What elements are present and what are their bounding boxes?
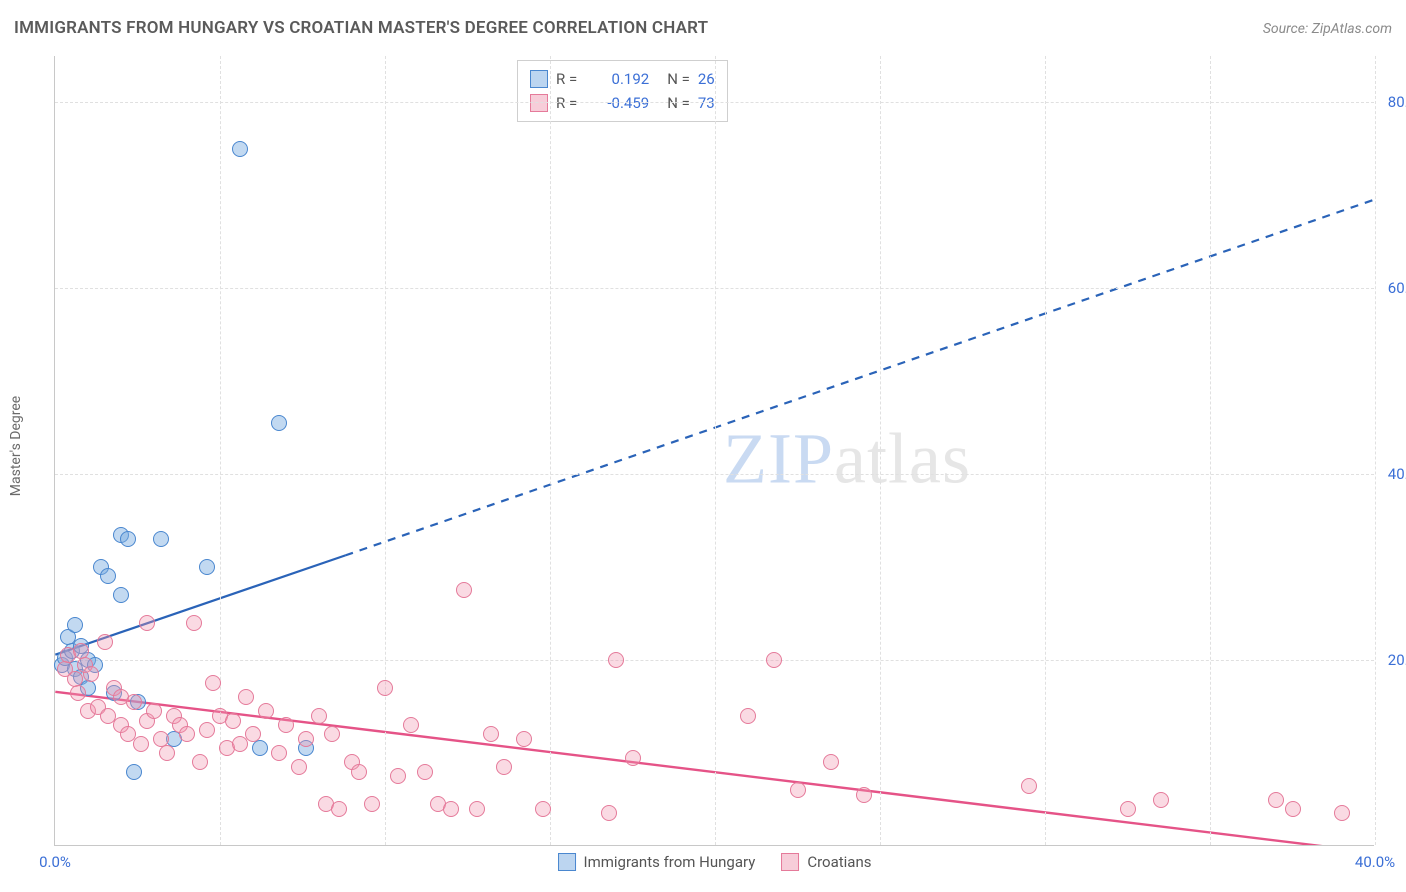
data-point xyxy=(271,415,287,431)
data-point xyxy=(601,805,617,821)
data-point xyxy=(1268,792,1284,808)
data-point xyxy=(469,801,485,817)
data-point xyxy=(238,689,254,705)
y-tick-label: 80.0% xyxy=(1378,93,1406,111)
legend-series-label: Immigrants from Hungary xyxy=(584,853,756,871)
data-point xyxy=(377,680,393,696)
data-point xyxy=(146,703,162,719)
data-point xyxy=(192,754,208,770)
x-tick-label: 0.0% xyxy=(39,853,71,871)
legend-series-item: Croatians xyxy=(781,853,871,871)
data-point xyxy=(625,750,641,766)
data-point xyxy=(271,745,287,761)
legend-series-item: Immigrants from Hungary xyxy=(558,853,756,871)
gridline-v xyxy=(1210,56,1211,845)
data-point xyxy=(252,740,268,756)
data-point xyxy=(159,745,175,761)
y-axis-label: Master's Degree xyxy=(8,396,24,496)
data-point xyxy=(225,713,241,729)
data-point xyxy=(740,708,756,724)
data-point xyxy=(1120,801,1136,817)
data-point xyxy=(516,731,532,747)
data-point xyxy=(205,675,221,691)
data-point xyxy=(298,731,314,747)
data-point xyxy=(483,726,499,742)
data-point xyxy=(443,801,459,817)
legend-stats: R =0.192N =26R =-0.459N =73 xyxy=(517,60,728,122)
gridline-v xyxy=(880,56,881,845)
watermark: ZIPatlas xyxy=(723,417,971,500)
gridline-v xyxy=(1375,56,1376,845)
legend-swatch xyxy=(530,70,548,88)
data-point xyxy=(126,764,142,780)
data-point xyxy=(291,759,307,775)
data-point xyxy=(153,531,169,547)
n-label: N = xyxy=(667,67,690,91)
data-point xyxy=(186,615,202,631)
data-point xyxy=(456,582,472,598)
data-point xyxy=(100,568,116,584)
data-point xyxy=(97,634,113,650)
data-point xyxy=(1021,778,1037,794)
data-point xyxy=(67,617,83,633)
data-point xyxy=(331,801,347,817)
gridline-v xyxy=(220,56,221,845)
source-credit: Source: ZipAtlas.com xyxy=(1263,21,1392,37)
data-point xyxy=(1153,792,1169,808)
gridline-v xyxy=(1045,56,1046,845)
data-point xyxy=(351,764,367,780)
data-point xyxy=(535,801,551,817)
data-point xyxy=(199,559,215,575)
r-value: 0.192 xyxy=(585,67,649,91)
data-point xyxy=(823,754,839,770)
trendline xyxy=(345,200,1373,556)
data-point xyxy=(126,694,142,710)
data-point xyxy=(790,782,806,798)
n-value: 26 xyxy=(698,67,715,91)
y-tick-label: 60.0% xyxy=(1378,279,1406,297)
data-point xyxy=(1285,801,1301,817)
data-point xyxy=(1334,805,1350,821)
r-label: R = xyxy=(556,67,577,91)
legend-swatch xyxy=(781,853,799,871)
legend-series-label: Croatians xyxy=(807,853,871,871)
data-point xyxy=(403,717,419,733)
data-point xyxy=(199,722,215,738)
data-point xyxy=(390,768,406,784)
data-point xyxy=(856,787,872,803)
data-point xyxy=(766,652,782,668)
y-tick-label: 40.0% xyxy=(1378,465,1406,483)
y-tick-label: 20.0% xyxy=(1378,651,1406,669)
data-point xyxy=(232,141,248,157)
data-point xyxy=(311,708,327,724)
data-point xyxy=(324,726,340,742)
scatter-plot: ZIPatlas R =0.192N =26R =-0.459N =73 Imm… xyxy=(54,56,1374,846)
data-point xyxy=(245,726,261,742)
x-tick-label: 40.0% xyxy=(1355,853,1395,871)
data-point xyxy=(113,587,129,603)
data-point xyxy=(179,726,195,742)
data-point xyxy=(496,759,512,775)
data-point xyxy=(364,796,380,812)
legend-series: Immigrants from Hungary Croatians xyxy=(550,853,880,871)
gridline-v xyxy=(715,56,716,845)
data-point xyxy=(83,666,99,682)
gridline-v xyxy=(385,56,386,845)
data-point xyxy=(70,685,86,701)
legend-swatch xyxy=(558,853,576,871)
data-point xyxy=(120,531,136,547)
data-point xyxy=(608,652,624,668)
legend-stats-row: R = 0.192 N = 26 xyxy=(530,67,715,91)
gridline-v xyxy=(550,56,551,845)
data-point xyxy=(278,717,294,733)
data-point xyxy=(258,703,274,719)
data-point xyxy=(417,764,433,780)
chart-title: IMMIGRANTS FROM HUNGARY VS CROATIAN MAST… xyxy=(14,18,708,38)
data-point xyxy=(139,615,155,631)
data-point xyxy=(133,736,149,752)
